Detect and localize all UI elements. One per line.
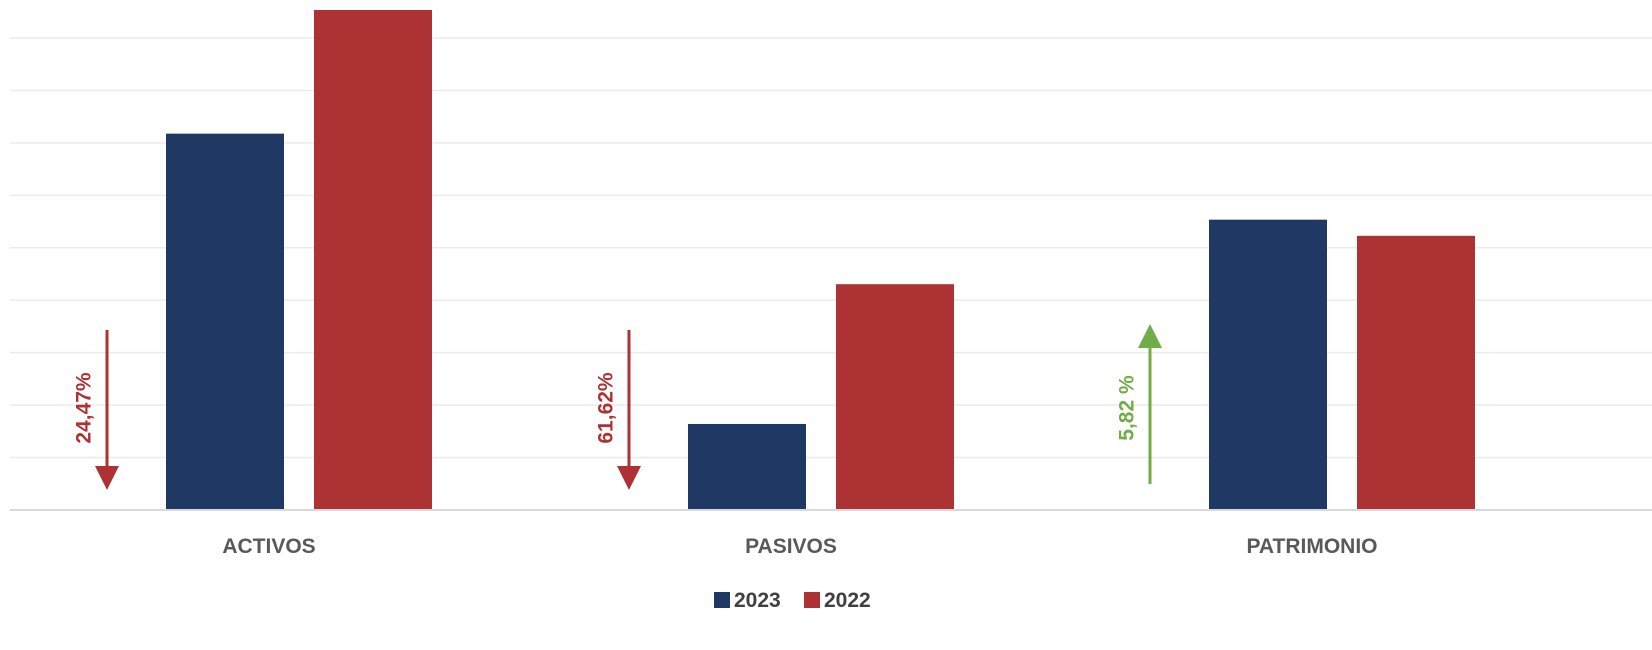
bars bbox=[166, 10, 1475, 510]
change-annotation-activos: 24,47% bbox=[73, 330, 119, 490]
change-label: 5,82 % bbox=[1116, 375, 1139, 441]
bar-pasivos-2023 bbox=[688, 423, 806, 510]
bar-activos-2023 bbox=[166, 133, 284, 510]
legend-item-2023: 2023 bbox=[714, 589, 781, 612]
category-label-patrimonio: PATRIMONIO bbox=[1246, 535, 1377, 558]
bar-patrimonio-2023 bbox=[1209, 219, 1327, 510]
change-label: 24,47% bbox=[73, 372, 96, 444]
legend-item-2022: 2022 bbox=[804, 589, 871, 612]
legend-swatch bbox=[714, 592, 730, 608]
legend-label: 2022 bbox=[824, 589, 871, 612]
change-annotation-patrimonio: 5,82 % bbox=[1116, 324, 1162, 484]
legend-label: 2023 bbox=[734, 589, 781, 612]
change-annotations: 24,47% 61,62% 5,82 % bbox=[73, 324, 1162, 490]
bar-patrimonio-2022 bbox=[1357, 235, 1475, 510]
legend-swatch bbox=[804, 592, 820, 608]
legend: 2023 2022 bbox=[714, 589, 871, 612]
category-label-pasivos: PASIVOS bbox=[745, 535, 837, 558]
category-label-activos: ACTIVOS bbox=[222, 535, 315, 558]
change-annotation-pasivos: 61,62% bbox=[595, 330, 641, 490]
category-labels: ACTIVOS PASIVOS PATRIMONIO bbox=[222, 535, 1377, 558]
bar-pasivos-2022 bbox=[836, 284, 954, 510]
bar-activos-2022 bbox=[314, 10, 432, 510]
change-label: 61,62% bbox=[595, 372, 618, 444]
